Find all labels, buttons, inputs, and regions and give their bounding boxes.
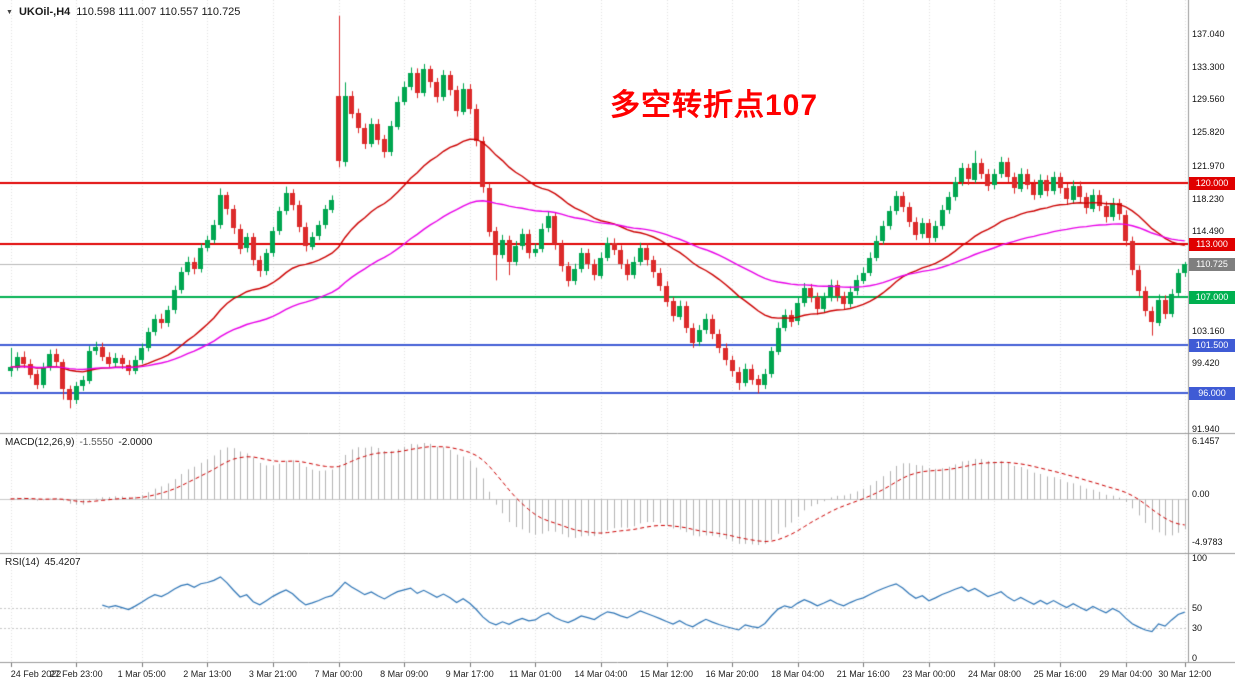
price-tick-label: 137.040 xyxy=(1192,28,1225,39)
macd-main-value: -1.5550 xyxy=(79,437,114,448)
price-tick-label: 91.940 xyxy=(1192,424,1220,435)
rsi-axis-label: 0 xyxy=(1192,653,1198,663)
hline-price-badge: 113.000 xyxy=(1189,237,1235,251)
rsi-axis-label: 50 xyxy=(1192,603,1203,613)
time-tick-label: 8 Mar 09:00 xyxy=(380,669,429,679)
time-tick-label: 30 Mar 12:00 xyxy=(1158,669,1212,679)
macd-panel-title: MACD(12,26,9) -1.5550 -2.0000 xyxy=(5,437,152,448)
time-tick-label: 3 Mar 21:00 xyxy=(248,669,297,679)
time-tick-label: 1 Mar 05:00 xyxy=(117,669,166,679)
time-tick-label: 14 Mar 04:00 xyxy=(574,669,628,679)
rsi-indicator-name: RSI(14) xyxy=(5,557,40,568)
rsi-axis-label: 30 xyxy=(1192,623,1203,633)
macd-axis-label: 6.1457 xyxy=(1192,436,1220,446)
price-tick-label: 99.420 xyxy=(1192,358,1220,369)
time-tick-label: 15 Mar 12:00 xyxy=(639,669,694,679)
time-tick-label: 2 Mar 13:00 xyxy=(183,669,232,679)
ohlc-values: 110.598 111.007 110.557 110.725 xyxy=(76,6,241,18)
bid-price-badge: 110.725 xyxy=(1189,257,1235,271)
time-tick-label: 11 Mar 01:00 xyxy=(509,669,562,679)
price-tick-label: 103.160 xyxy=(1192,325,1225,336)
macd-signal-value: -2.0000 xyxy=(118,437,153,448)
time-tick-label: 27 Feb 23:00 xyxy=(49,669,103,679)
time-tick-label: 29 Mar 04:00 xyxy=(1099,669,1153,679)
price-axis[interactable]: 137.040 133.300 129.560 125.820 121.970 118.2… xyxy=(1189,0,1235,663)
price-tick-label: 129.560 xyxy=(1192,94,1225,105)
time-tick-label: 21 Mar 16:00 xyxy=(836,669,890,679)
macd-indicator-name: MACD(12,26,9) xyxy=(5,437,75,448)
chart-annotation-text[interactable]: 多空转折点107 xyxy=(610,89,819,122)
symbol-period-label: UKOil-,H4 xyxy=(18,6,71,18)
hline-price-badge: 96.000 xyxy=(1189,386,1235,400)
time-tick-label: 25 Mar 16:00 xyxy=(1033,669,1087,679)
rsi-panel-title: RSI(14) 45.4207 xyxy=(5,557,81,568)
time-tick-label: 24 Mar 08:00 xyxy=(967,669,1022,679)
time-tick-label: 16 Mar 20:00 xyxy=(705,669,759,679)
price-tick-label: 114.490 xyxy=(1192,226,1224,237)
macd-axis-label: -4.9783 xyxy=(1192,537,1223,547)
rsi-axis-label: 100 xyxy=(1192,553,1208,563)
hline-price-badge: 101.500 xyxy=(1189,338,1235,352)
macd-axis-label: 0.00 xyxy=(1192,488,1210,499)
time-tick-label: 9 Mar 17:00 xyxy=(445,669,494,679)
time-axis[interactable]: 24 Feb 2022 27 Feb 23:00 1 Mar 05:00 2 Mar … xyxy=(0,663,1235,693)
price-tick-label: 118.230 xyxy=(1192,193,1224,204)
time-tick-label: 7 Mar 00:00 xyxy=(314,669,363,679)
chart-header: ▼ UKOil-,H4 110.598 111.007 110.557 110.… xyxy=(6,6,240,18)
price-tick-label: 133.300 xyxy=(1192,61,1225,72)
price-tick-label: 121.970 xyxy=(1192,160,1225,171)
rsi-value: 45.4207 xyxy=(44,557,81,568)
time-tick-label: 24 Feb 2022 xyxy=(10,669,62,679)
hline-price-badge: 107.000 xyxy=(1189,290,1235,304)
hline-price-badge: 120.000 xyxy=(1189,176,1235,190)
collapse-chart-icon[interactable]: ▼ xyxy=(6,8,13,16)
time-tick-label: 23 Mar 00:00 xyxy=(902,669,956,679)
time-tick-label: 18 Mar 04:00 xyxy=(771,669,825,679)
price-tick-label: 125.820 xyxy=(1192,127,1225,138)
